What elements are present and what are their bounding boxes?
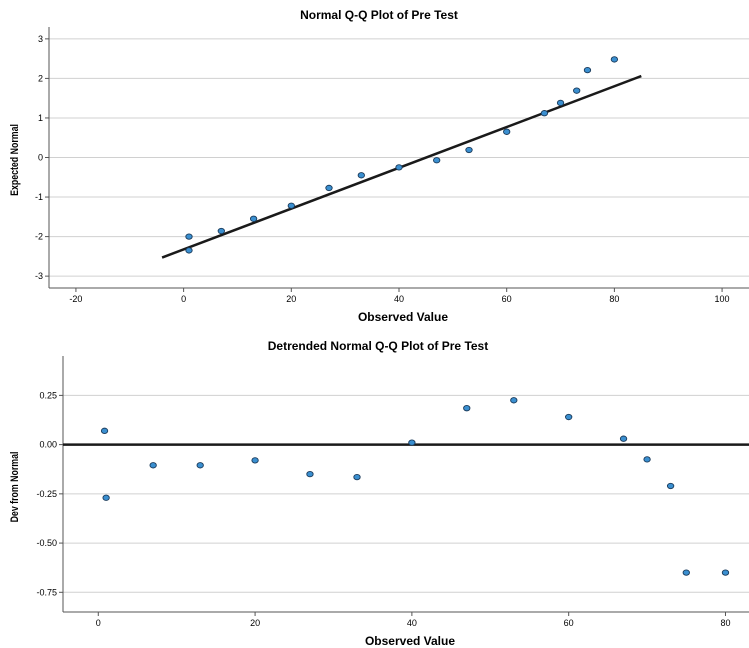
data-point [185,247,193,254]
data-point [610,56,619,63]
x-tick-label: 80 [720,618,730,628]
y-tick-label: 0.25 [39,390,57,400]
x-tick-label: 20 [286,294,296,304]
x-tick-label: 0 [181,294,186,304]
data-point [408,439,416,446]
data-point [325,184,333,192]
data-point [102,494,110,501]
chart2-x-axis-title: Observed Value [365,634,455,648]
data-point [619,435,628,442]
chart2-title: Detrended Normal Q-Q Plot of Pre Test [268,339,488,353]
detrended-qq-chart: Detrended Normal Q-Q Plot of Pre Test 0.… [9,339,749,648]
data-point [251,457,259,464]
x-tick-label: 0 [96,618,101,628]
y-tick-label: -1 [35,192,43,202]
data-point [503,128,511,135]
data-point [100,427,109,434]
chart2-y-axis-title: Dev from Normal [9,451,21,522]
chart1-y-axis-title: Expected Normal [9,124,21,196]
x-tick-label: 40 [407,618,417,628]
y-tick-label: -0.75 [36,587,57,597]
data-point [583,66,592,74]
x-tick-label: 60 [502,294,512,304]
data-point [510,397,518,404]
x-tick-label: 60 [564,618,574,628]
data-point [463,405,471,412]
y-tick-label: 1 [38,113,43,123]
data-point [249,215,258,222]
data-point [465,146,473,154]
data-point [573,87,581,94]
normal-qq-chart: Normal Q-Q Plot of Pre Test 3 2 1 0 -1 -2 -3 -… [9,8,749,324]
y-tick-label: 0 [38,153,43,163]
data-point [540,110,549,117]
data-point [721,569,730,576]
y-tick-label: -0.25 [36,489,57,499]
x-tick-label: 40 [394,294,404,304]
y-tick-label: -0.50 [36,538,57,548]
data-point [357,172,365,179]
x-tick-label: -20 [69,294,82,304]
data-point [287,202,295,209]
data-point [306,471,314,478]
y-tick-label: -3 [35,271,43,281]
x-tick-label: 100 [715,294,730,304]
y-tick-label: 3 [38,34,43,44]
chart1-title: Normal Q-Q Plot of Pre Test [300,8,458,22]
data-point [666,482,675,490]
x-tick-label: 80 [609,294,619,304]
data-point [433,157,441,164]
y-tick-label: 0.00 [39,440,57,450]
x-tick-label: 20 [250,618,260,628]
data-point [395,164,403,171]
data-point [353,473,361,481]
data-point [196,462,204,469]
data-point [556,99,565,107]
y-tick-label: -2 [35,232,43,242]
data-point [217,227,225,235]
data-point [682,569,690,576]
data-point [185,233,193,240]
chart1-x-axis-title: Observed Value [358,310,448,324]
data-point [565,413,573,421]
data-point [149,462,157,469]
y-tick-label: 2 [38,73,43,83]
data-point [643,456,651,463]
